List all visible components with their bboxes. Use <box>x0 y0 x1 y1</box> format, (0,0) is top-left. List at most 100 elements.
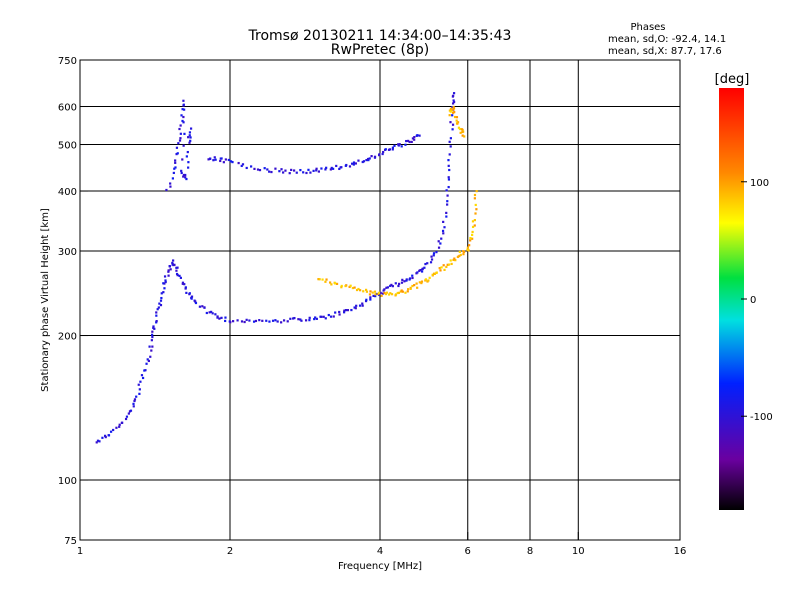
data-point <box>440 237 443 240</box>
data-point <box>322 315 325 318</box>
data-point <box>155 320 158 323</box>
data-point <box>186 150 189 154</box>
data-point <box>210 310 213 313</box>
data-point <box>448 153 451 156</box>
data-point <box>168 265 172 268</box>
data-point <box>181 119 184 123</box>
data-point <box>473 197 476 200</box>
data-point <box>115 426 118 429</box>
data-point <box>133 399 136 403</box>
data-point <box>351 162 354 165</box>
data-point <box>324 317 327 320</box>
data-point <box>302 171 305 174</box>
data-point <box>350 308 353 312</box>
data-point <box>240 320 244 323</box>
data-point <box>463 135 466 138</box>
data-point <box>325 278 328 281</box>
data-point <box>448 140 451 143</box>
data-point <box>144 369 147 372</box>
data-point <box>432 252 436 255</box>
data-point <box>175 272 179 276</box>
data-point <box>216 316 219 319</box>
data-point <box>421 267 424 270</box>
data-point <box>245 318 248 321</box>
data-point <box>182 175 185 178</box>
data-point <box>398 143 401 146</box>
data-point <box>400 281 404 284</box>
data-point <box>330 283 333 286</box>
data-point <box>348 285 351 289</box>
data-point <box>462 253 465 256</box>
data-point <box>292 317 295 320</box>
data-point <box>413 136 416 139</box>
data-point <box>473 193 477 197</box>
data-point <box>416 286 419 289</box>
data-point <box>252 320 256 323</box>
data-point <box>467 248 470 252</box>
data-point <box>471 237 474 240</box>
data-point <box>159 299 163 302</box>
data-point <box>461 130 464 134</box>
data-point <box>348 165 352 168</box>
data-point <box>379 291 382 294</box>
data-point <box>243 320 246 324</box>
data-point <box>397 284 400 288</box>
data-point <box>224 158 227 161</box>
data-point <box>280 168 283 171</box>
data-point <box>382 150 385 154</box>
data-point <box>109 430 113 433</box>
data-point <box>448 114 451 117</box>
data-point <box>466 246 470 249</box>
data-point <box>372 294 375 297</box>
data-point <box>299 168 302 172</box>
data-point <box>135 395 138 398</box>
data-point <box>169 268 172 271</box>
data-point <box>445 211 448 215</box>
data-point <box>286 320 289 323</box>
data-point <box>165 188 168 192</box>
data-point <box>160 296 163 300</box>
data-point <box>418 134 421 137</box>
data-point <box>155 311 158 314</box>
data-point <box>282 319 286 322</box>
data-point <box>213 156 216 159</box>
data-point <box>112 428 115 432</box>
data-point <box>290 168 293 172</box>
data-point <box>340 286 343 289</box>
data-point <box>276 320 279 323</box>
data-point <box>141 376 145 380</box>
y-tick-label: 500 <box>58 141 77 152</box>
data-point <box>468 244 471 247</box>
data-point <box>157 306 160 309</box>
data-point <box>229 160 233 163</box>
data-point <box>138 392 141 395</box>
data-point <box>343 311 346 314</box>
data-point <box>461 134 464 137</box>
data-point <box>451 102 455 105</box>
data-point <box>383 291 386 295</box>
data-point <box>413 284 416 287</box>
data-point <box>300 319 303 322</box>
data-point <box>139 380 142 383</box>
data-point <box>397 291 401 294</box>
data-point <box>189 139 192 142</box>
data-point <box>176 152 179 155</box>
data-point <box>224 319 227 323</box>
data-point <box>438 267 441 270</box>
data-point <box>384 148 387 151</box>
data-point <box>182 144 185 147</box>
data-point <box>451 114 454 117</box>
data-point <box>423 266 426 269</box>
data-point <box>185 291 188 294</box>
data-point <box>164 280 167 284</box>
data-point <box>450 262 453 266</box>
data-point <box>293 316 296 320</box>
data-point <box>280 321 283 324</box>
data-point <box>357 159 360 162</box>
data-point <box>404 291 407 294</box>
data-point <box>449 107 453 110</box>
data-point <box>446 263 449 266</box>
data-point <box>241 163 245 166</box>
data-point <box>377 293 380 296</box>
